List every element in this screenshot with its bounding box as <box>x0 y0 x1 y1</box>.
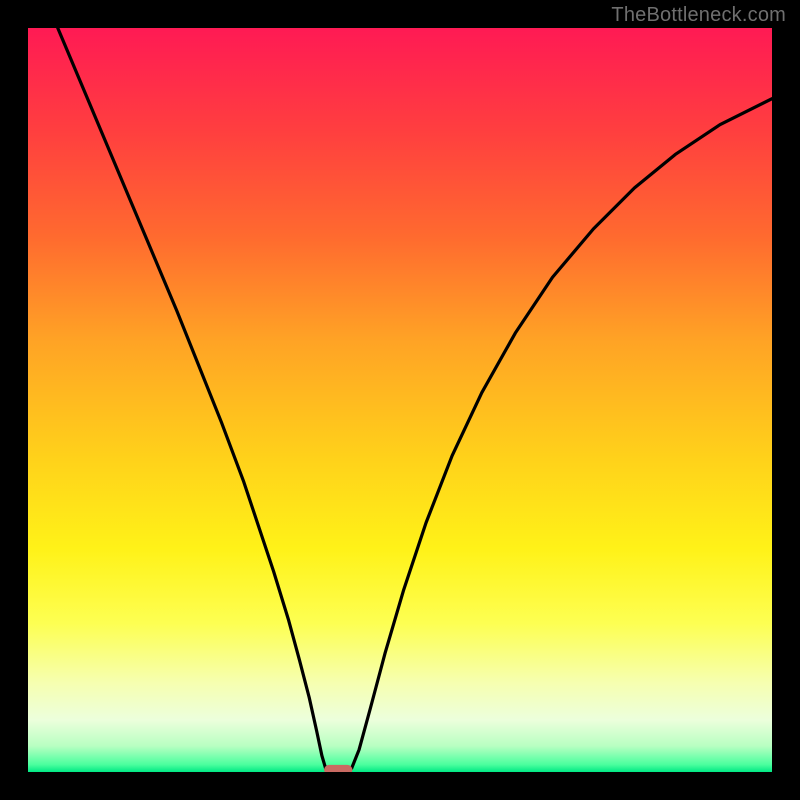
watermark-text: TheBottleneck.com <box>611 4 786 27</box>
chart-plot-area <box>28 28 772 772</box>
chart-canvas <box>0 0 800 800</box>
bottleneck-chart: TheBottleneck.com <box>0 0 800 800</box>
